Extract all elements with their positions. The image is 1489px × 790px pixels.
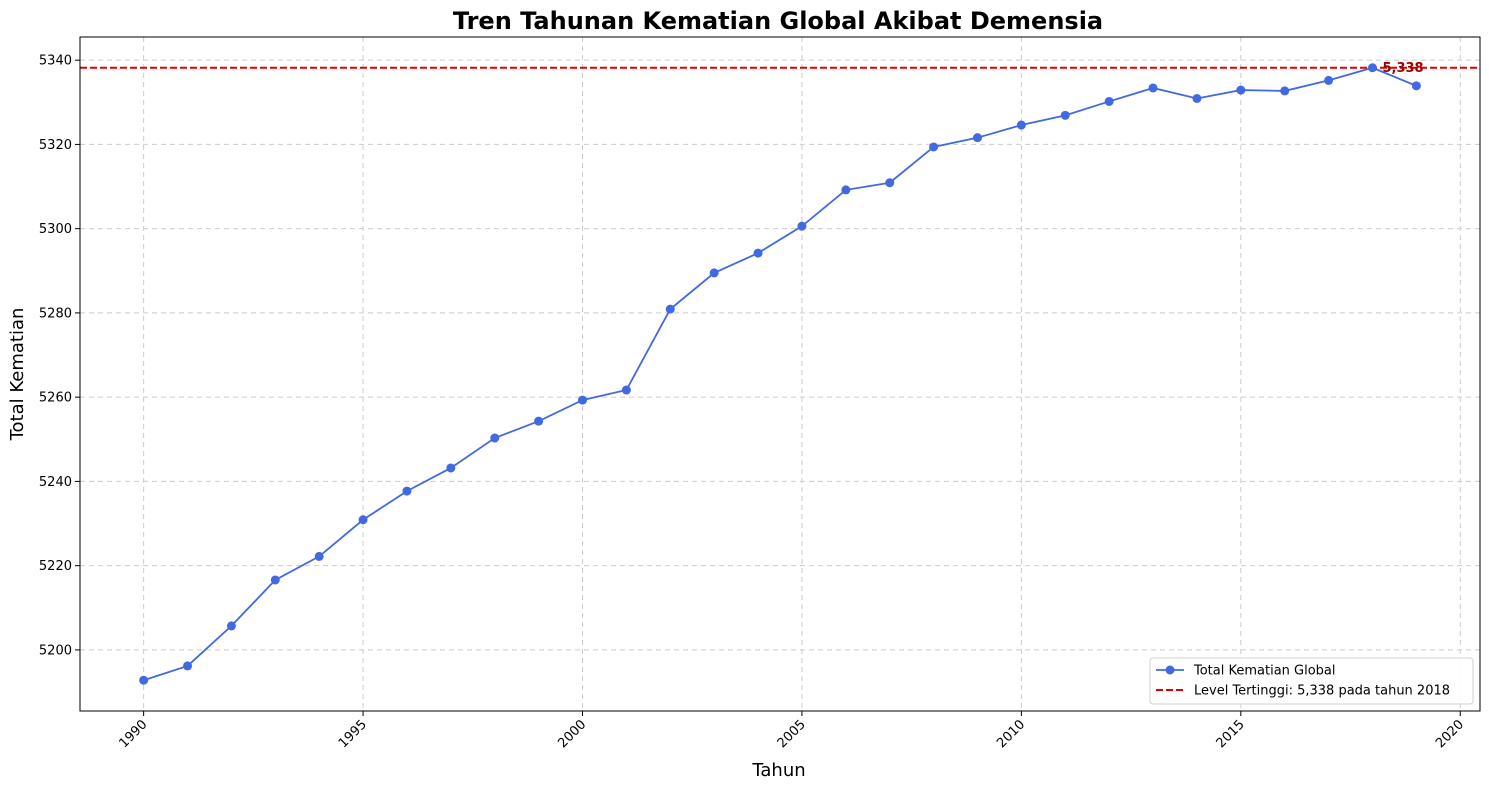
legend: Total Kematian Global Level Tertinggi: 5,… bbox=[1149, 657, 1474, 705]
series-line bbox=[143, 66, 1417, 682]
data-point bbox=[1411, 81, 1421, 91]
data-point bbox=[885, 178, 895, 188]
grid bbox=[80, 37, 1480, 711]
chart-title: Tren Tahunan Kematian Global Akibat Deme… bbox=[453, 7, 1103, 35]
legend-box bbox=[1149, 657, 1474, 705]
data-point bbox=[665, 304, 675, 314]
x-tick-label: 1990 bbox=[116, 717, 150, 751]
x-tick-label: 2015 bbox=[1214, 717, 1248, 751]
data-point bbox=[578, 395, 588, 405]
data-point bbox=[270, 575, 280, 585]
data-point bbox=[1016, 120, 1026, 130]
y-tick-label: 5300 bbox=[39, 222, 72, 237]
y-tick-label: 5240 bbox=[39, 475, 72, 490]
data-point bbox=[972, 133, 982, 143]
y-tick-label: 5340 bbox=[39, 54, 72, 69]
data-point bbox=[402, 486, 412, 496]
legend-series-label: Total Kematian Global bbox=[1193, 664, 1336, 679]
data-point bbox=[1060, 110, 1070, 120]
data-point bbox=[1148, 83, 1158, 93]
x-tick-label: 2010 bbox=[994, 717, 1028, 751]
data-point bbox=[314, 551, 324, 561]
data-point bbox=[183, 661, 193, 671]
data-point bbox=[797, 221, 807, 231]
data-point bbox=[139, 675, 149, 685]
axis-ticks: 1990 1995 2000 2005 2010 2015 2020 5200 5220 5240… bbox=[39, 54, 1467, 752]
data-point bbox=[1367, 63, 1377, 73]
data-point bbox=[1280, 86, 1290, 96]
x-tick-label: 1995 bbox=[336, 717, 370, 751]
data-point bbox=[753, 248, 763, 258]
series-group bbox=[139, 63, 1421, 685]
data-point bbox=[490, 433, 500, 443]
x-tick-label: 2005 bbox=[775, 717, 809, 751]
y-tick-label: 5260 bbox=[39, 391, 72, 406]
y-tick-label: 5320 bbox=[39, 138, 72, 153]
data-point bbox=[1104, 96, 1114, 106]
data-point bbox=[1192, 94, 1202, 104]
x-tick-label: 2000 bbox=[555, 717, 589, 751]
plot-frame bbox=[79, 36, 1481, 712]
annotation-group: 5,338 bbox=[1382, 61, 1423, 76]
y-tick-label: 5220 bbox=[39, 559, 72, 574]
x-axis-label: Tahun bbox=[751, 760, 805, 781]
data-point bbox=[1236, 85, 1246, 95]
y-axis-label: Total Kematian bbox=[7, 308, 28, 442]
data-point bbox=[226, 621, 236, 631]
data-point bbox=[841, 185, 851, 195]
x-tick-label: 2020 bbox=[1433, 717, 1467, 751]
y-tick-label: 5200 bbox=[39, 643, 72, 658]
data-point bbox=[709, 268, 719, 278]
data-point bbox=[446, 463, 456, 473]
data-point bbox=[534, 416, 544, 426]
data-point bbox=[621, 385, 631, 395]
data-point bbox=[1324, 75, 1334, 85]
data-point bbox=[929, 142, 939, 152]
legend-series-swatch-marker bbox=[1165, 665, 1175, 675]
data-point bbox=[358, 515, 368, 525]
peak-annotation: 5,338 bbox=[1382, 61, 1423, 76]
legend-reference-label: Level Tertinggi: 5,338 pada tahun 2018 bbox=[1194, 684, 1450, 699]
y-tick-label: 5280 bbox=[39, 306, 72, 321]
